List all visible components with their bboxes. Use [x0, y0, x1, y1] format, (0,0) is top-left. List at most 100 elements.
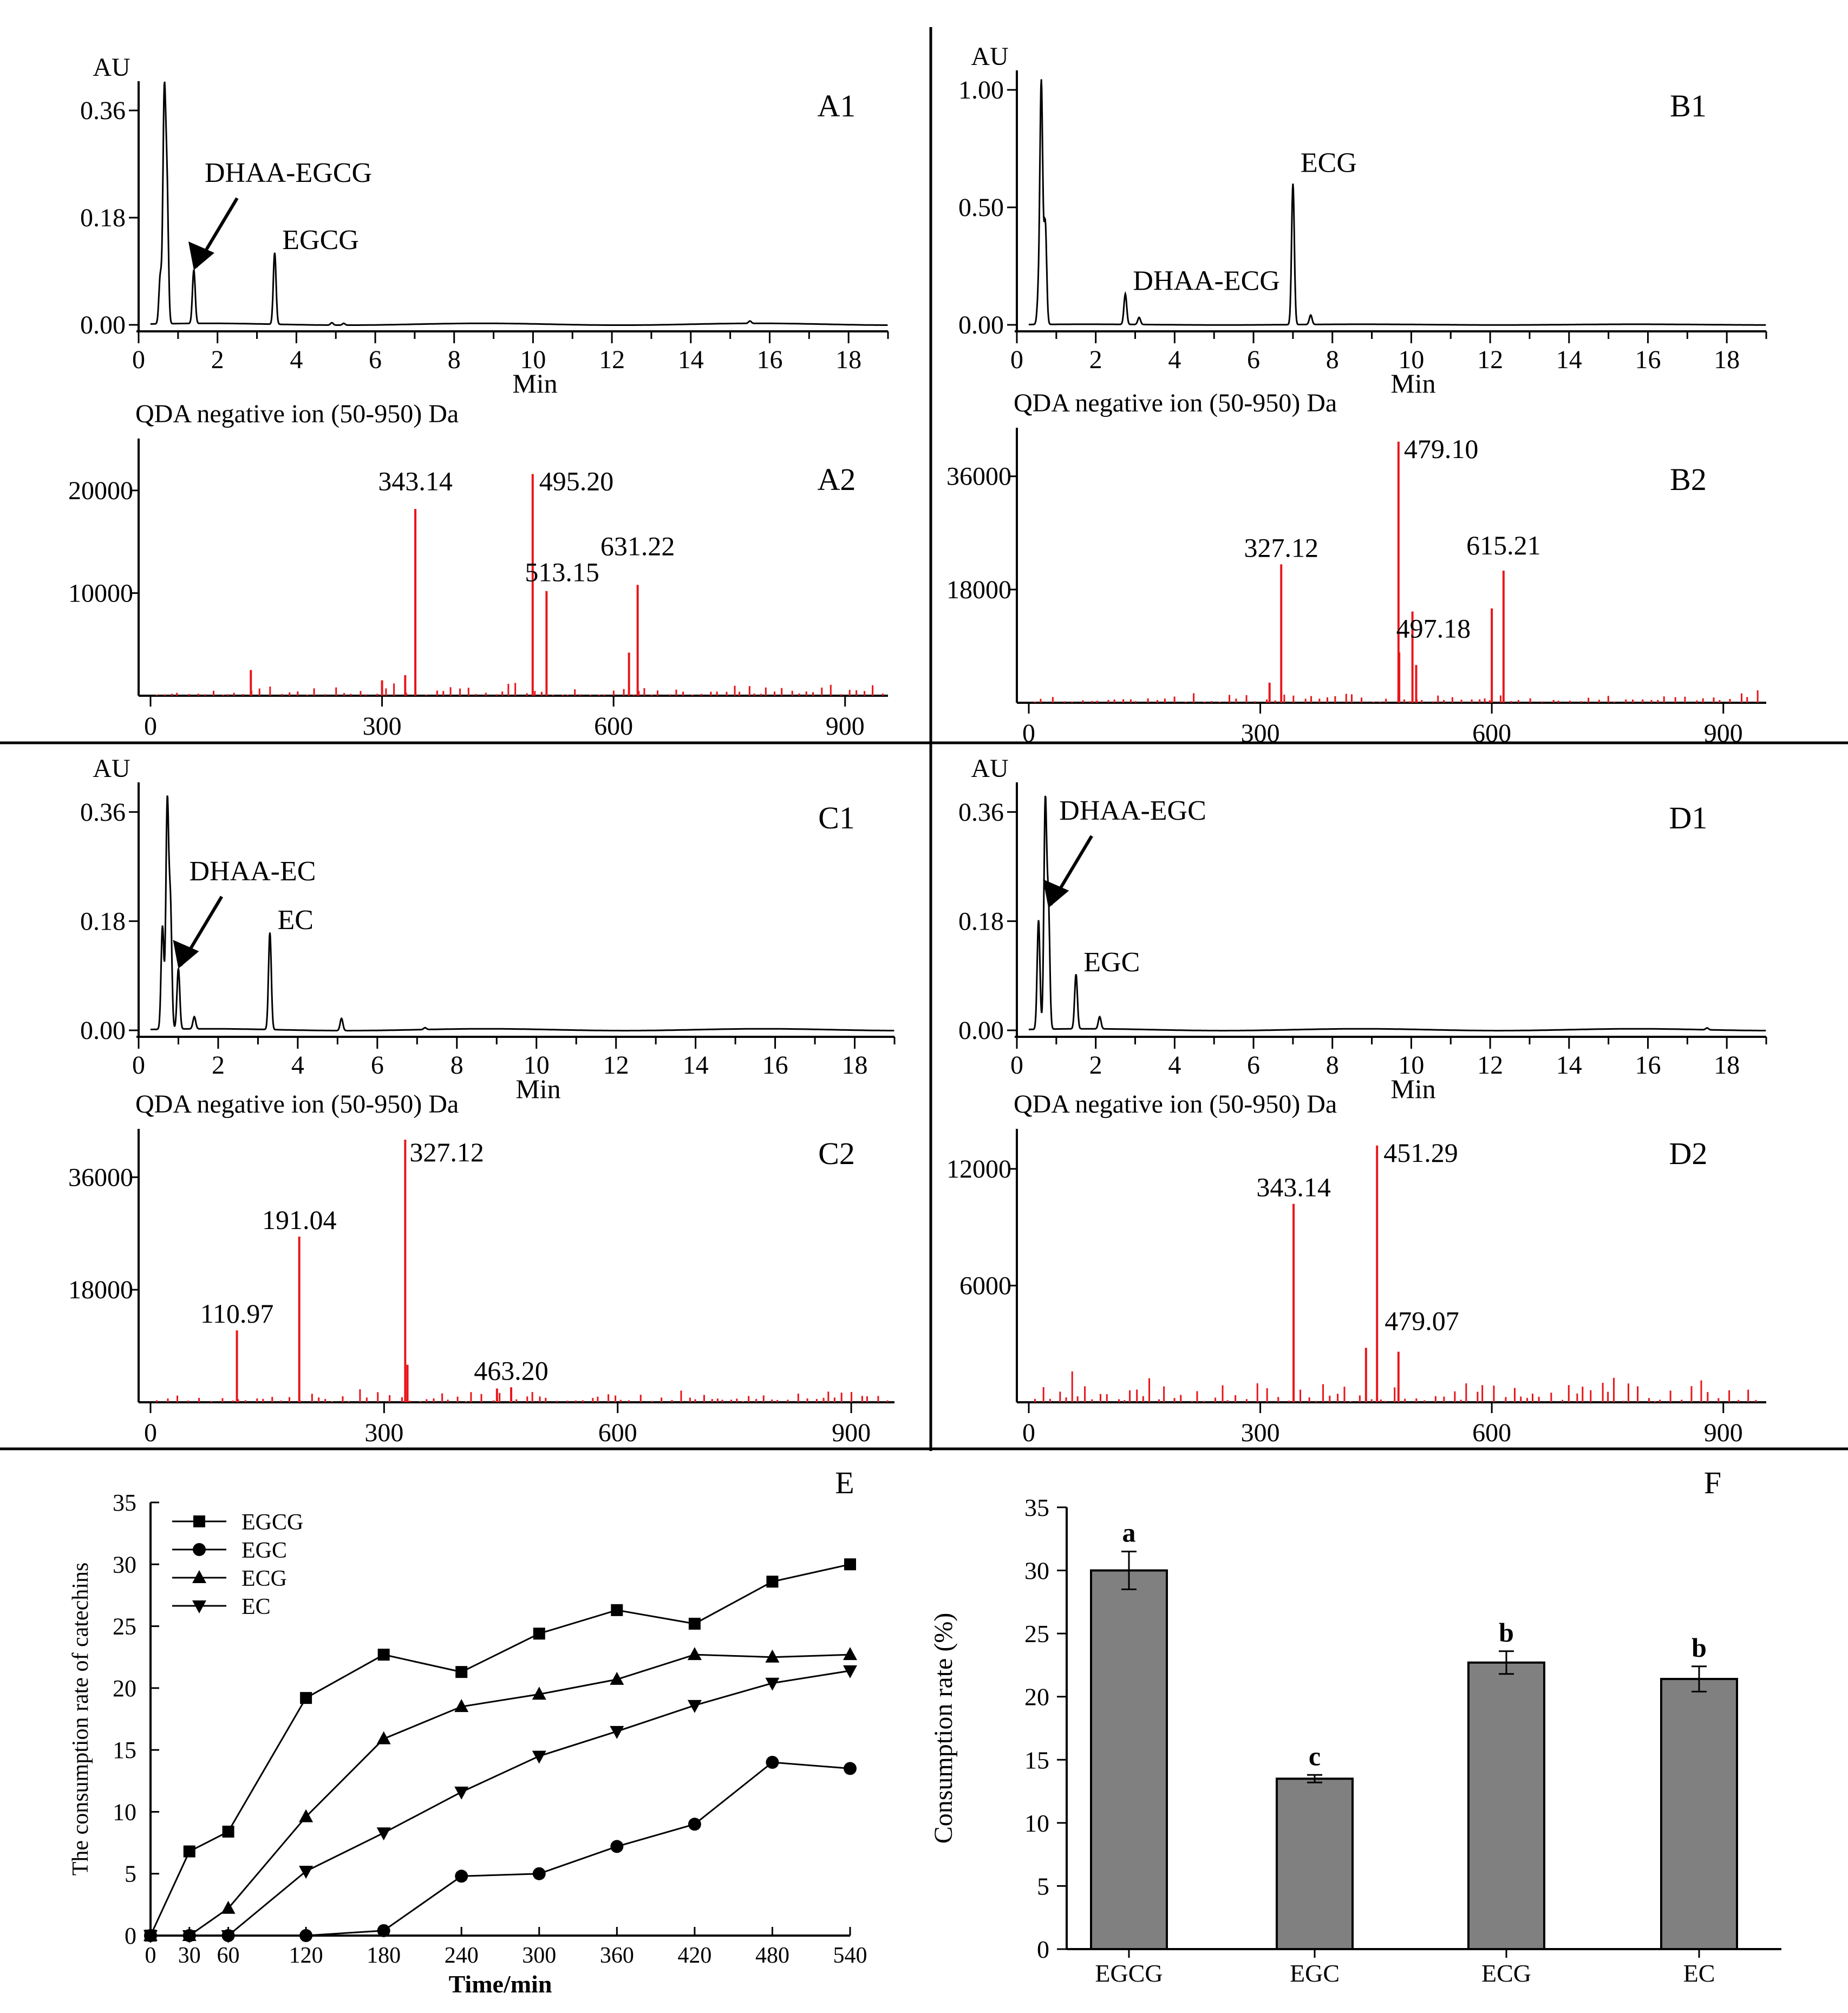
legend-marker: [193, 1515, 205, 1527]
x-tick-label: 300: [1241, 1419, 1280, 1447]
y-tick-label: 30: [113, 1551, 136, 1578]
x-tick-label: 120: [289, 1943, 323, 1968]
series-point-ecg: [765, 1649, 780, 1663]
x-tick-label: 300: [363, 712, 402, 741]
x-tick-label: 2: [212, 1051, 225, 1080]
bar-ec: [1660, 1678, 1738, 1950]
y-tick-label: 20: [113, 1675, 136, 1702]
annotation-arrowhead: [1043, 879, 1069, 908]
panel-d2: 0 300 600 900 6000 12000 QDA negative ion (50-…: [946, 1090, 1766, 1447]
x-tick-label: 180: [367, 1943, 401, 1968]
x-tick-label: EGC: [1290, 1959, 1340, 1987]
panel-e: 0 5 10 15 20 25 30 35 0 30 60 120 180 240 300 360 420 480…: [68, 1465, 867, 1998]
x-tick-label: 900: [1704, 719, 1743, 748]
panel-label: C1: [818, 800, 855, 835]
x-tick-label: 16: [1635, 1051, 1661, 1080]
series-line-egcg: [149, 1563, 851, 1936]
x-tick-label: 10: [520, 345, 546, 374]
panel-a2: 0 300 600 900 10000 20000 QDA negative ion (50…: [68, 400, 888, 741]
x-tick-label: 12: [603, 1051, 629, 1080]
significance-letter: b: [1692, 1632, 1707, 1663]
x-tick-label: 0: [1010, 345, 1023, 374]
panel-label: B2: [1670, 462, 1707, 497]
x-tick-label: 900: [832, 1419, 871, 1447]
series-point-egc: [610, 1840, 624, 1853]
x-tick-label: 600: [1472, 719, 1511, 748]
peak-mz-label: 479.07: [1385, 1306, 1459, 1336]
y-axis-label: AU: [971, 754, 1008, 783]
panel-a1: 0 2 4 6 8 10 12 14 16 18 0.00 0.18 0.36 AU Min A1 DHAA-E…: [80, 53, 889, 398]
x-tick-label: 8: [450, 1051, 463, 1080]
series-point-ec: [610, 1726, 624, 1739]
x-tick-label: 0: [1022, 1419, 1035, 1447]
x-tick-label: 300: [364, 1419, 403, 1447]
y-axis-label: AU: [971, 42, 1008, 71]
legend-label: EC: [241, 1594, 271, 1619]
peak-annotation: ECG: [1301, 148, 1357, 179]
y-tick-label: 25: [113, 1613, 136, 1640]
x-tick-label: 900: [826, 712, 865, 741]
annotation-arrowhead: [173, 940, 199, 969]
x-axis-label: Min: [1390, 1074, 1435, 1104]
x-tick-label: 14: [683, 1051, 709, 1080]
series-point-ec: [532, 1750, 546, 1764]
peak-annotation: DHAA-EGC: [1059, 795, 1206, 826]
series-point-ecg: [454, 1699, 469, 1713]
series-point-egcg: [844, 1558, 856, 1571]
spectrum-subtitle: QDA negative ion (50-950) Da: [1014, 389, 1337, 417]
x-axis-label: Min: [515, 1074, 560, 1104]
chromatogram-trace: [1028, 79, 1766, 326]
panel-label: E: [835, 1465, 854, 1500]
significance-letter: c: [1309, 1741, 1321, 1771]
series-line-ec: [151, 1670, 851, 1937]
peak-annotation: DHAA-EGCG: [205, 158, 372, 188]
series-point-egc: [844, 1762, 857, 1775]
y-tick-label: 20000: [68, 476, 133, 505]
x-tick-label: ECG: [1481, 1959, 1531, 1987]
peak-mz-label: 463.20: [474, 1355, 548, 1385]
y-tick-label: 5: [1037, 1872, 1049, 1900]
series-line-ecg: [151, 1653, 851, 1937]
peak-mz-label: 191.04: [262, 1205, 337, 1235]
x-tick-label: 540: [833, 1943, 867, 1968]
y-axis-label: AU: [93, 53, 130, 82]
series-point-egcg: [300, 1692, 312, 1704]
series-point-ecg: [221, 1900, 236, 1914]
x-tick-label: 6: [1247, 345, 1260, 374]
x-tick-label: 2: [211, 345, 224, 374]
x-tick-label: 8: [1326, 345, 1339, 374]
series-point-egcg: [533, 1628, 545, 1640]
series-point-egc: [532, 1867, 546, 1880]
series-point-ecg: [376, 1731, 391, 1744]
panel-b2: 0 300 600 900 18000 36000 QDA negative ion (50…: [946, 389, 1766, 748]
panel-label: C2: [818, 1136, 855, 1171]
y-axis-label: Consumption rate (%): [929, 1613, 958, 1844]
series-point-egcg: [183, 1845, 195, 1858]
x-tick-label: 600: [594, 712, 633, 741]
y-tick-label: 0.36: [80, 96, 126, 125]
x-tick-label: 240: [445, 1943, 479, 1968]
y-tick-label: 36000: [946, 462, 1011, 491]
y-tick-label: 18000: [68, 1276, 133, 1304]
x-axis-label: Time/min: [449, 1970, 552, 1998]
x-tick-label: 10: [1398, 1051, 1424, 1080]
panel-label: D2: [1669, 1136, 1708, 1171]
peak-annotation: EC: [277, 905, 313, 936]
x-tick-label: 16: [756, 345, 782, 374]
x-tick-label: 30: [178, 1943, 201, 1968]
panel-d1: 0 2 4 6 8 10 12 14 16 18 0.00 0.18 0.36 AU Min D1 DHAA-E…: [958, 754, 1767, 1104]
legend-label: EGCG: [241, 1510, 303, 1535]
series-point-egcg: [611, 1604, 623, 1616]
x-tick-label: 0: [132, 1051, 145, 1080]
x-tick-label: 480: [755, 1943, 789, 1968]
y-tick-label: 18000: [946, 576, 1011, 604]
y-tick-label: 36000: [68, 1163, 133, 1192]
panel-label: D1: [1669, 800, 1708, 835]
y-tick-label: 0.00: [958, 311, 1004, 339]
panel-f: 0 5 10 15 20 25 30 35 Consumption rate (%) Fa EGCG…: [929, 1465, 1781, 1987]
y-tick-label: 0.18: [958, 907, 1004, 936]
x-axis-label: Min: [1390, 368, 1435, 398]
series-point-egcg: [688, 1618, 701, 1630]
x-tick-label: 14: [1556, 345, 1582, 374]
y-tick-label: 5: [125, 1861, 136, 1887]
